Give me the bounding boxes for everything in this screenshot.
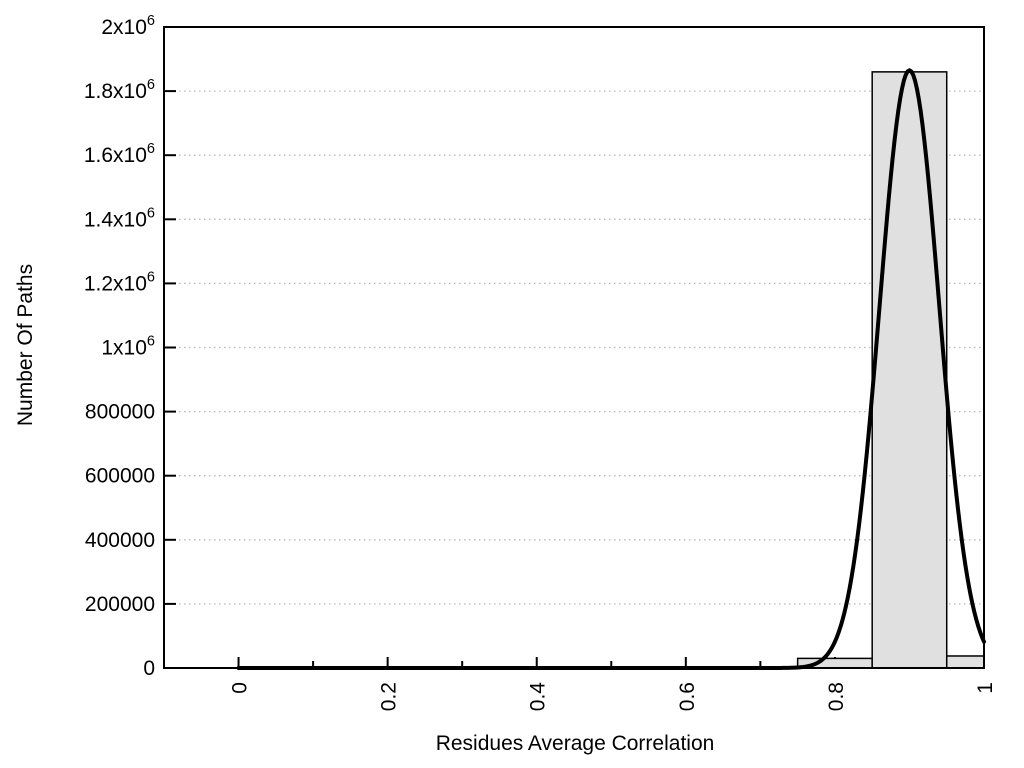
x-tick-label: 0.8 xyxy=(825,682,848,711)
x-tick-labels: 0 0.2 0.4 0.6 0.8 1 xyxy=(229,682,997,712)
x-tick-label: 0.2 xyxy=(378,682,401,711)
x-axis-title: Residues Average Correlation xyxy=(435,732,715,755)
x-tick-label: 0.4 xyxy=(527,682,550,712)
x-tick-label: 1 xyxy=(974,682,997,694)
plot-border xyxy=(163,26,985,669)
y-axis-title: Number Of Paths xyxy=(14,263,37,427)
x-tick-label: 0 xyxy=(229,682,252,694)
y-tick-label: 0 xyxy=(143,657,155,680)
y-tick-label: 400000 xyxy=(85,529,155,552)
y-tick-label: 1x106 xyxy=(101,334,155,360)
y-tick-label: 1.2x106 xyxy=(84,269,155,295)
gridlines xyxy=(164,90,984,605)
y-tick-label: 1.6x106 xyxy=(84,141,155,167)
y-tick-label: 600000 xyxy=(85,465,155,488)
y-tick-labels: 0 200000 400000 600000 800000 1x106 1.2x106 1.4… xyxy=(84,13,155,680)
y-tick-label: 200000 xyxy=(85,593,155,616)
y-tick-label: 1.4x106 xyxy=(84,205,155,231)
histogram-bar xyxy=(871,71,948,669)
y-tick-label: 800000 xyxy=(85,401,155,424)
x-tick-label: 0.6 xyxy=(676,682,699,711)
y-tick-label: 1.8x106 xyxy=(84,77,155,103)
histogram-bar xyxy=(945,655,985,669)
y-tick-label: 2x106 xyxy=(101,13,155,39)
